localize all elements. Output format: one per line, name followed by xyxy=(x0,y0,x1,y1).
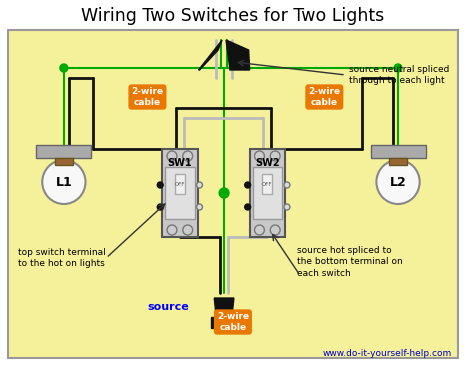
Circle shape xyxy=(255,225,264,235)
Text: 2-wire
cable: 2-wire cable xyxy=(131,87,164,107)
Polygon shape xyxy=(214,298,234,317)
Bar xyxy=(165,167,195,219)
Circle shape xyxy=(376,160,419,204)
Text: 2-wire
cable: 2-wire cable xyxy=(217,312,249,332)
Circle shape xyxy=(42,160,85,204)
Circle shape xyxy=(183,225,192,235)
Text: OFF: OFF xyxy=(174,182,185,186)
Bar xyxy=(389,158,407,165)
Text: Wiring Two Switches for Two Lights: Wiring Two Switches for Two Lights xyxy=(82,7,384,25)
Text: top switch terminal
to the hot on lights: top switch terminal to the hot on lights xyxy=(18,248,105,269)
Bar xyxy=(175,174,185,194)
Bar xyxy=(8,30,458,358)
Bar xyxy=(162,149,198,237)
Circle shape xyxy=(394,64,402,72)
Circle shape xyxy=(60,64,68,72)
Polygon shape xyxy=(226,40,250,70)
Text: www.do-it-yourself-help.com: www.do-it-yourself-help.com xyxy=(323,350,452,359)
Circle shape xyxy=(157,204,163,210)
Circle shape xyxy=(183,151,192,161)
Text: L2: L2 xyxy=(390,176,406,189)
Circle shape xyxy=(284,204,290,210)
Circle shape xyxy=(197,182,202,188)
Bar xyxy=(371,145,426,158)
Bar xyxy=(36,145,91,158)
Polygon shape xyxy=(211,317,237,328)
Text: SW1: SW1 xyxy=(167,158,192,168)
Circle shape xyxy=(219,188,229,198)
Text: SW2: SW2 xyxy=(255,158,280,168)
Circle shape xyxy=(245,204,251,210)
Text: 2-wire
cable: 2-wire cable xyxy=(308,87,340,107)
Bar xyxy=(263,174,272,194)
Circle shape xyxy=(167,151,177,161)
Circle shape xyxy=(167,225,177,235)
Circle shape xyxy=(157,182,163,188)
Circle shape xyxy=(284,182,290,188)
Bar xyxy=(55,158,73,165)
Polygon shape xyxy=(199,40,222,70)
Circle shape xyxy=(197,204,202,210)
Bar xyxy=(250,149,285,237)
Circle shape xyxy=(255,151,264,161)
Text: OFF: OFF xyxy=(262,182,273,186)
Circle shape xyxy=(270,225,280,235)
Circle shape xyxy=(245,182,251,188)
Text: source neutral spliced
through to each light: source neutral spliced through to each l… xyxy=(349,65,449,86)
Text: L1: L1 xyxy=(55,176,72,189)
Text: source: source xyxy=(147,302,189,312)
Circle shape xyxy=(270,151,280,161)
Bar xyxy=(253,167,282,219)
Text: source hot spliced to
the bottom terminal on
each switch: source hot spliced to the bottom termina… xyxy=(297,246,402,278)
